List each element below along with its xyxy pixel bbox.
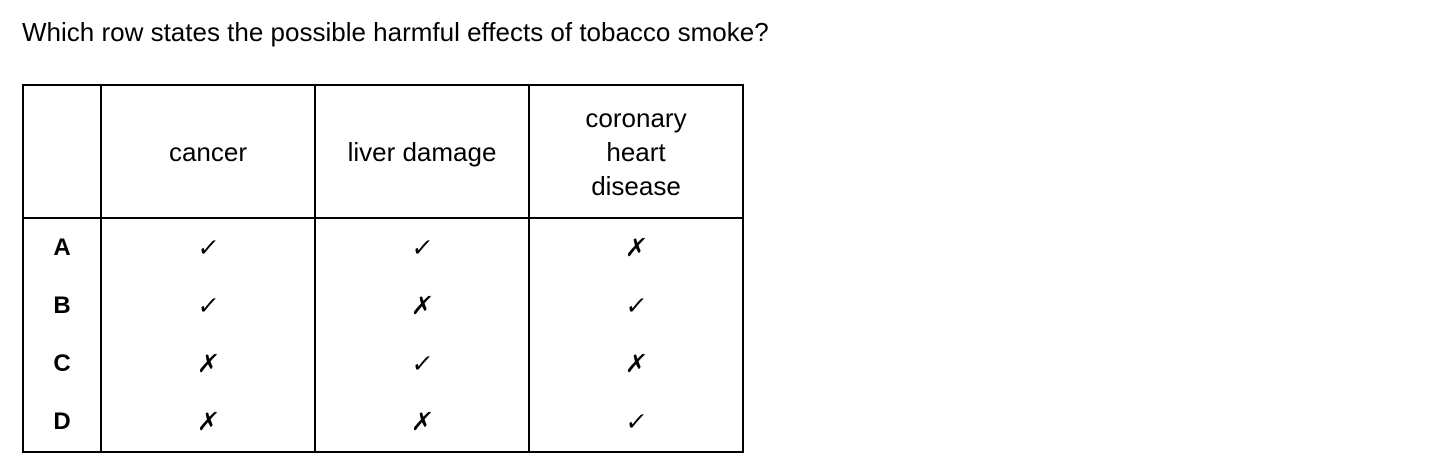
mark-icon: ✓ xyxy=(195,233,221,262)
mark-icon: ✗ xyxy=(195,407,221,436)
mark-icon: ✗ xyxy=(623,233,649,262)
row-label-c: C xyxy=(22,335,102,393)
mark-icon: ✓ xyxy=(623,291,649,320)
mark-icon: ✓ xyxy=(623,407,649,436)
mark-icon: ✗ xyxy=(409,407,435,436)
row-label-a: A xyxy=(22,218,102,277)
header-cell-coronary-heart-disease: coronary heart disease xyxy=(528,84,744,219)
row-label-b: B xyxy=(22,277,102,335)
mark-icon: ✗ xyxy=(195,349,221,378)
answer-table: cancer liver damage coronary heart disease… xyxy=(22,84,744,453)
table-cell: ✗ xyxy=(314,393,530,453)
table-cell: ✓ xyxy=(314,218,530,277)
table-cell: ✓ xyxy=(100,277,316,335)
table-cell: ✗ xyxy=(100,393,316,453)
table-row: C ✗ ✓ ✗ xyxy=(22,335,744,393)
header-cell-liver-damage: liver damage xyxy=(314,84,530,219)
header-cell-cancer: cancer xyxy=(100,84,316,219)
table-cell: ✓ xyxy=(528,277,744,335)
mark-icon: ✗ xyxy=(409,291,435,320)
table-row: A ✓ ✓ ✗ xyxy=(22,218,744,277)
table-cell: ✗ xyxy=(314,277,530,335)
table-cell: ✗ xyxy=(528,218,744,277)
mark-icon: ✓ xyxy=(195,291,221,320)
table-cell: ✗ xyxy=(528,335,744,393)
table-row: B ✓ ✗ ✓ xyxy=(22,277,744,335)
table-cell: ✓ xyxy=(314,335,530,393)
table-cell: ✗ xyxy=(100,335,316,393)
table-row: D ✗ ✗ ✓ xyxy=(22,393,744,453)
mark-icon: ✓ xyxy=(409,349,435,378)
table-header-row: cancer liver damage coronary heart disease xyxy=(22,84,744,219)
question-text: Which row states the possible harmful ef… xyxy=(22,17,769,47)
table-cell: ✓ xyxy=(528,393,744,453)
mark-icon: ✗ xyxy=(623,349,649,378)
table-cell: ✓ xyxy=(100,218,316,277)
row-label-d: D xyxy=(22,393,102,453)
mark-icon: ✓ xyxy=(409,233,435,262)
header-cell-empty xyxy=(22,84,102,219)
